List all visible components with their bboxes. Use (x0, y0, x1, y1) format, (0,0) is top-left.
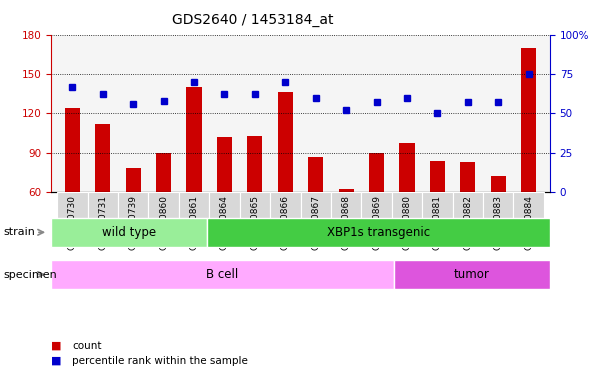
Bar (65, 108, 80, 271)
FancyBboxPatch shape (361, 192, 392, 248)
Text: specimen: specimen (3, 270, 56, 280)
Bar (217, 137, 232, 271)
Text: GSM160739: GSM160739 (129, 195, 138, 250)
Bar (369, 153, 384, 271)
Text: GSM160880: GSM160880 (403, 195, 412, 250)
Text: tumor: tumor (454, 268, 490, 281)
Text: GSM160867: GSM160867 (311, 195, 320, 250)
Text: GSM160861: GSM160861 (189, 195, 198, 250)
Text: GSM160883: GSM160883 (493, 195, 502, 250)
Text: GSM160868: GSM160868 (341, 195, 350, 250)
FancyBboxPatch shape (483, 192, 513, 248)
Bar (95, 124, 111, 271)
Text: B cell: B cell (206, 268, 239, 281)
Text: GSM160730: GSM160730 (68, 195, 77, 250)
Bar (521, 48, 536, 271)
Text: strain: strain (3, 227, 35, 237)
FancyBboxPatch shape (392, 192, 422, 248)
Text: wild type: wild type (102, 226, 156, 239)
FancyBboxPatch shape (51, 218, 207, 247)
FancyBboxPatch shape (118, 192, 148, 248)
FancyBboxPatch shape (209, 192, 240, 248)
FancyBboxPatch shape (179, 192, 209, 248)
Text: GSM160865: GSM160865 (251, 195, 260, 250)
FancyBboxPatch shape (513, 192, 544, 248)
FancyBboxPatch shape (331, 192, 361, 248)
FancyBboxPatch shape (51, 260, 394, 289)
Bar (490, 176, 506, 271)
Text: ■: ■ (51, 341, 61, 351)
FancyBboxPatch shape (148, 192, 179, 248)
Bar (156, 153, 171, 271)
Text: GSM160884: GSM160884 (524, 195, 533, 250)
FancyBboxPatch shape (394, 260, 550, 289)
Bar (338, 189, 354, 271)
Text: GSM160866: GSM160866 (281, 195, 290, 250)
FancyBboxPatch shape (207, 218, 550, 247)
Text: GSM160731: GSM160731 (99, 195, 108, 250)
Bar (430, 161, 445, 271)
Bar (247, 136, 263, 271)
FancyBboxPatch shape (300, 192, 331, 248)
Bar (460, 162, 475, 271)
Text: GSM160860: GSM160860 (159, 195, 168, 250)
Text: GSM160864: GSM160864 (220, 195, 229, 250)
Text: ■: ■ (51, 356, 61, 366)
Text: XBP1s transgenic: XBP1s transgenic (327, 226, 430, 239)
FancyBboxPatch shape (422, 192, 453, 248)
Bar (278, 92, 293, 271)
Text: count: count (72, 341, 102, 351)
FancyBboxPatch shape (270, 192, 300, 248)
FancyBboxPatch shape (453, 192, 483, 248)
Text: GSM160882: GSM160882 (463, 195, 472, 250)
FancyBboxPatch shape (57, 192, 88, 248)
FancyBboxPatch shape (240, 192, 270, 248)
Text: GSM160869: GSM160869 (372, 195, 381, 250)
Text: percentile rank within the sample: percentile rank within the sample (72, 356, 248, 366)
Bar (308, 157, 323, 271)
Bar (186, 87, 202, 271)
Text: GSM160881: GSM160881 (433, 195, 442, 250)
Bar (126, 169, 141, 271)
Bar (399, 144, 415, 271)
FancyBboxPatch shape (88, 192, 118, 248)
Text: GDS2640 / 1453184_at: GDS2640 / 1453184_at (172, 13, 333, 27)
